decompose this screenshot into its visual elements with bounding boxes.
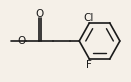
Text: O: O [18,36,26,46]
Text: F: F [86,60,92,70]
Text: Cl: Cl [83,13,93,23]
Text: O: O [36,9,44,19]
